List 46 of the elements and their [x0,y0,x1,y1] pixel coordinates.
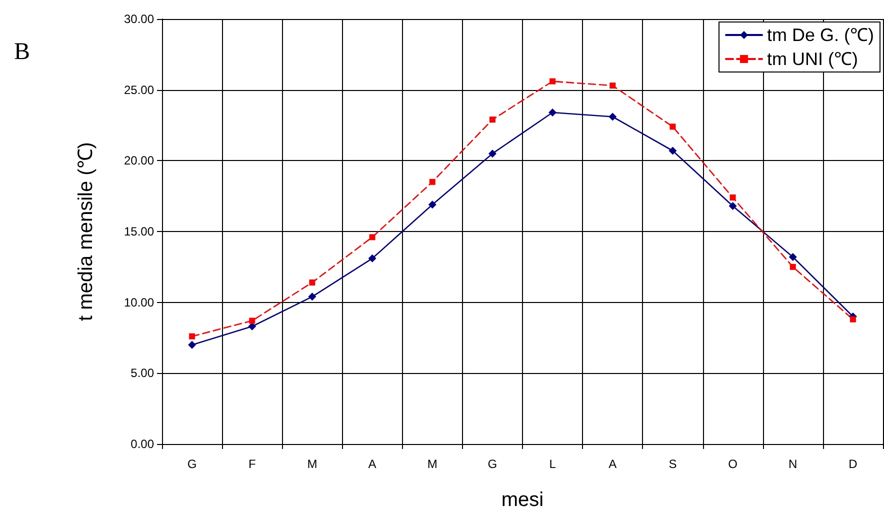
point [610,82,616,89]
text: B [14,39,30,65]
x-tick-label: G [187,457,197,471]
x-tick-label: L [549,457,556,471]
point [608,112,617,121]
point [670,124,676,130]
x-tick-label: A [368,457,376,471]
x-tick-label: G [488,457,498,471]
y-axis-title: t media mensile (℃) [75,142,97,321]
point [488,150,496,158]
x-tick-label: M [307,457,318,471]
point [189,333,196,340]
point [429,178,436,185]
legend-label: tm De G. (℃) [767,25,874,45]
y-tick-label: 10.00 [124,295,154,310]
point [790,264,796,270]
point [548,108,557,116]
y-tick-label: 25.00 [124,82,154,97]
x-tick-label: F [248,457,256,471]
point [308,292,316,301]
x-axis-title: mesi [501,489,544,511]
point [428,200,436,209]
y-tick-label: 5.00 [130,366,154,380]
x-tick-label: A [608,457,617,471]
legend-label: tm UNI (℃) [767,49,858,69]
x-tick-label: N [788,457,798,471]
point [788,253,797,261]
point [668,146,677,155]
point [309,280,316,286]
y-tick-label: 20.00 [124,154,154,168]
x-tick-label: D [848,457,858,471]
y-tick-label: 0.00 [130,437,154,451]
point [369,234,376,240]
point [730,194,736,200]
point [850,316,856,322]
point [368,254,376,262]
x-tick-label: S [668,457,677,471]
point [489,116,496,123]
point [249,318,256,324]
x-tick-label: M [427,457,438,471]
point [188,340,196,349]
point [550,78,556,84]
point [728,202,737,210]
y-tick-label: 15.00 [124,224,154,238]
x-tick-label: O [728,457,738,471]
y-tick-label: 30.00 [124,12,154,26]
